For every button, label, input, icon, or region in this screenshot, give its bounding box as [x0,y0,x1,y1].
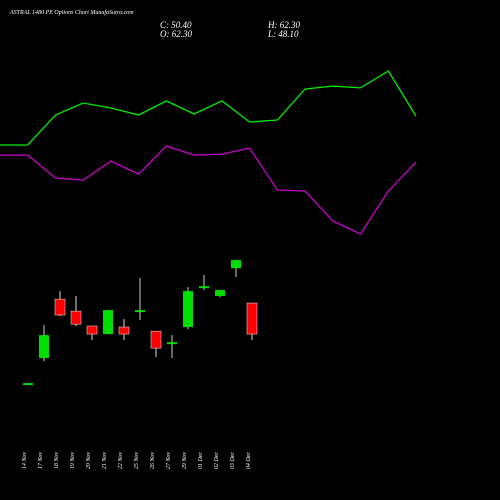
x-tick-label: 29 Nov [182,452,188,470]
indicator-line [0,145,417,235]
candle-body [118,326,130,335]
header-low: L: 48.10 [267,29,299,39]
x-tick-label: 17 Nov [38,452,44,470]
candle-body [86,325,98,335]
header-close: C: 50.40 [160,20,192,30]
chart-title: ASTRAL 1480 PE Options Chart MunafaSutra… [9,9,134,16]
x-tick-label: 27 Nov [166,452,172,470]
x-tick-label: 02 Dec [214,452,220,469]
candle-body [167,342,177,345]
indicator-line [0,70,417,146]
x-tick-label: 04 Dec [245,452,252,469]
candle-body [39,335,49,359]
candle-body [199,286,209,289]
x-tick-label: 25 Nov [134,452,140,470]
candle-body [183,291,193,328]
candle-body [231,260,241,269]
candle-body [135,310,145,313]
x-tick-label: 01 Dec [198,452,204,469]
candle-body [215,290,225,297]
candle-body [70,310,82,325]
x-tick-label: 19 Nov [70,452,76,470]
x-tick-label: 18 Nov [54,452,60,470]
candle-body [23,383,33,386]
candle-body [246,302,258,335]
x-tick-label: 26 Nov [150,452,156,470]
x-tick-label: 22 Nov [118,452,124,470]
header-open: O: 62.30 [160,29,192,39]
x-tick-label: 20 Nov [86,452,92,470]
header-high: H: 62.30 [267,20,300,30]
candle-body [103,310,113,335]
x-tick-label: 14 Nov [21,452,28,470]
candle-body [150,330,162,349]
x-tick-label: 03 Dec [230,452,236,469]
candle-body [54,298,66,316]
x-tick-label: 21 Nov [102,452,108,470]
